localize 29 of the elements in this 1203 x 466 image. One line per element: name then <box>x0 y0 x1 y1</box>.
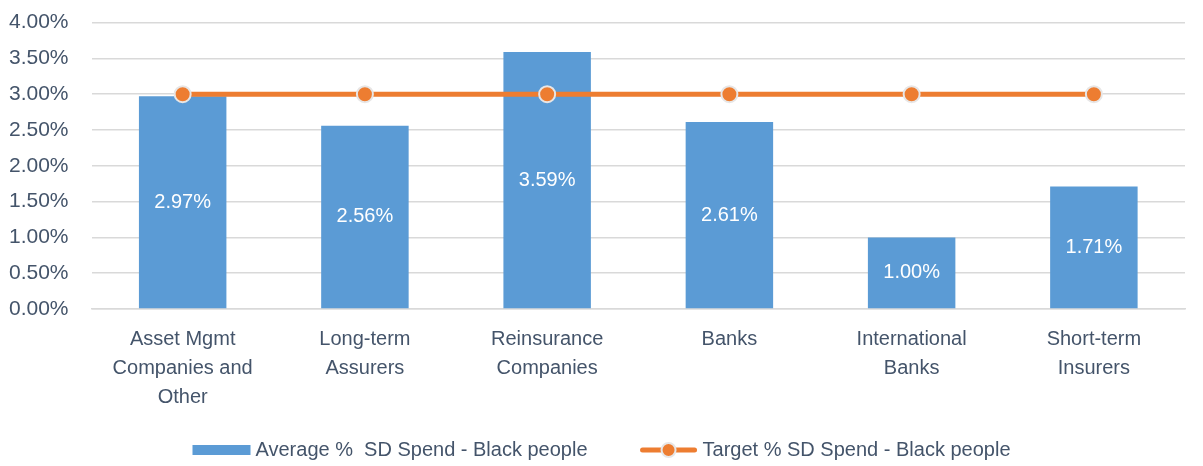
y-tick-label: 1.50% <box>9 188 69 212</box>
data-label: 2.61% <box>701 202 758 225</box>
bar <box>685 122 774 309</box>
x-tick-label: Asset Mgmt Companies and Other <box>112 327 253 408</box>
legend-label: Target % SD Spend - Black people <box>702 437 1011 460</box>
bar <box>138 96 227 309</box>
x-tick-label: International Banks <box>856 327 967 379</box>
data-label: 2.97% <box>154 189 212 212</box>
data-label: 1.71% <box>1065 234 1123 257</box>
y-tick-label: 1.00% <box>9 224 69 248</box>
data-label: 1.00% <box>883 260 941 283</box>
data-label: 3.59% <box>518 167 576 190</box>
y-tick-label: 3.00% <box>9 81 69 104</box>
bar <box>321 125 409 309</box>
y-tick-label: 2.00% <box>9 152 69 176</box>
bar <box>867 237 956 309</box>
y-tick-label: 4.00% <box>9 9 69 33</box>
y-tick-label: 2.50% <box>9 116 69 140</box>
y-tick-label: 0.00% <box>9 295 69 319</box>
x-tick-label: Reinsurance Companies <box>491 327 604 379</box>
x-tick-label: Long-term Assurers <box>319 327 411 379</box>
data-label: 2.56% <box>336 204 394 227</box>
legend-label: Average % SD Spend - Black people <box>255 437 588 460</box>
y-tick-label: 0.50% <box>9 260 69 283</box>
y-tick-label: 3.50% <box>9 45 69 69</box>
bar <box>503 51 591 309</box>
x-tick-label: Short-term Insurers <box>1046 327 1142 379</box>
bar <box>1050 186 1138 309</box>
x-tick-label: Banks <box>701 327 758 350</box>
